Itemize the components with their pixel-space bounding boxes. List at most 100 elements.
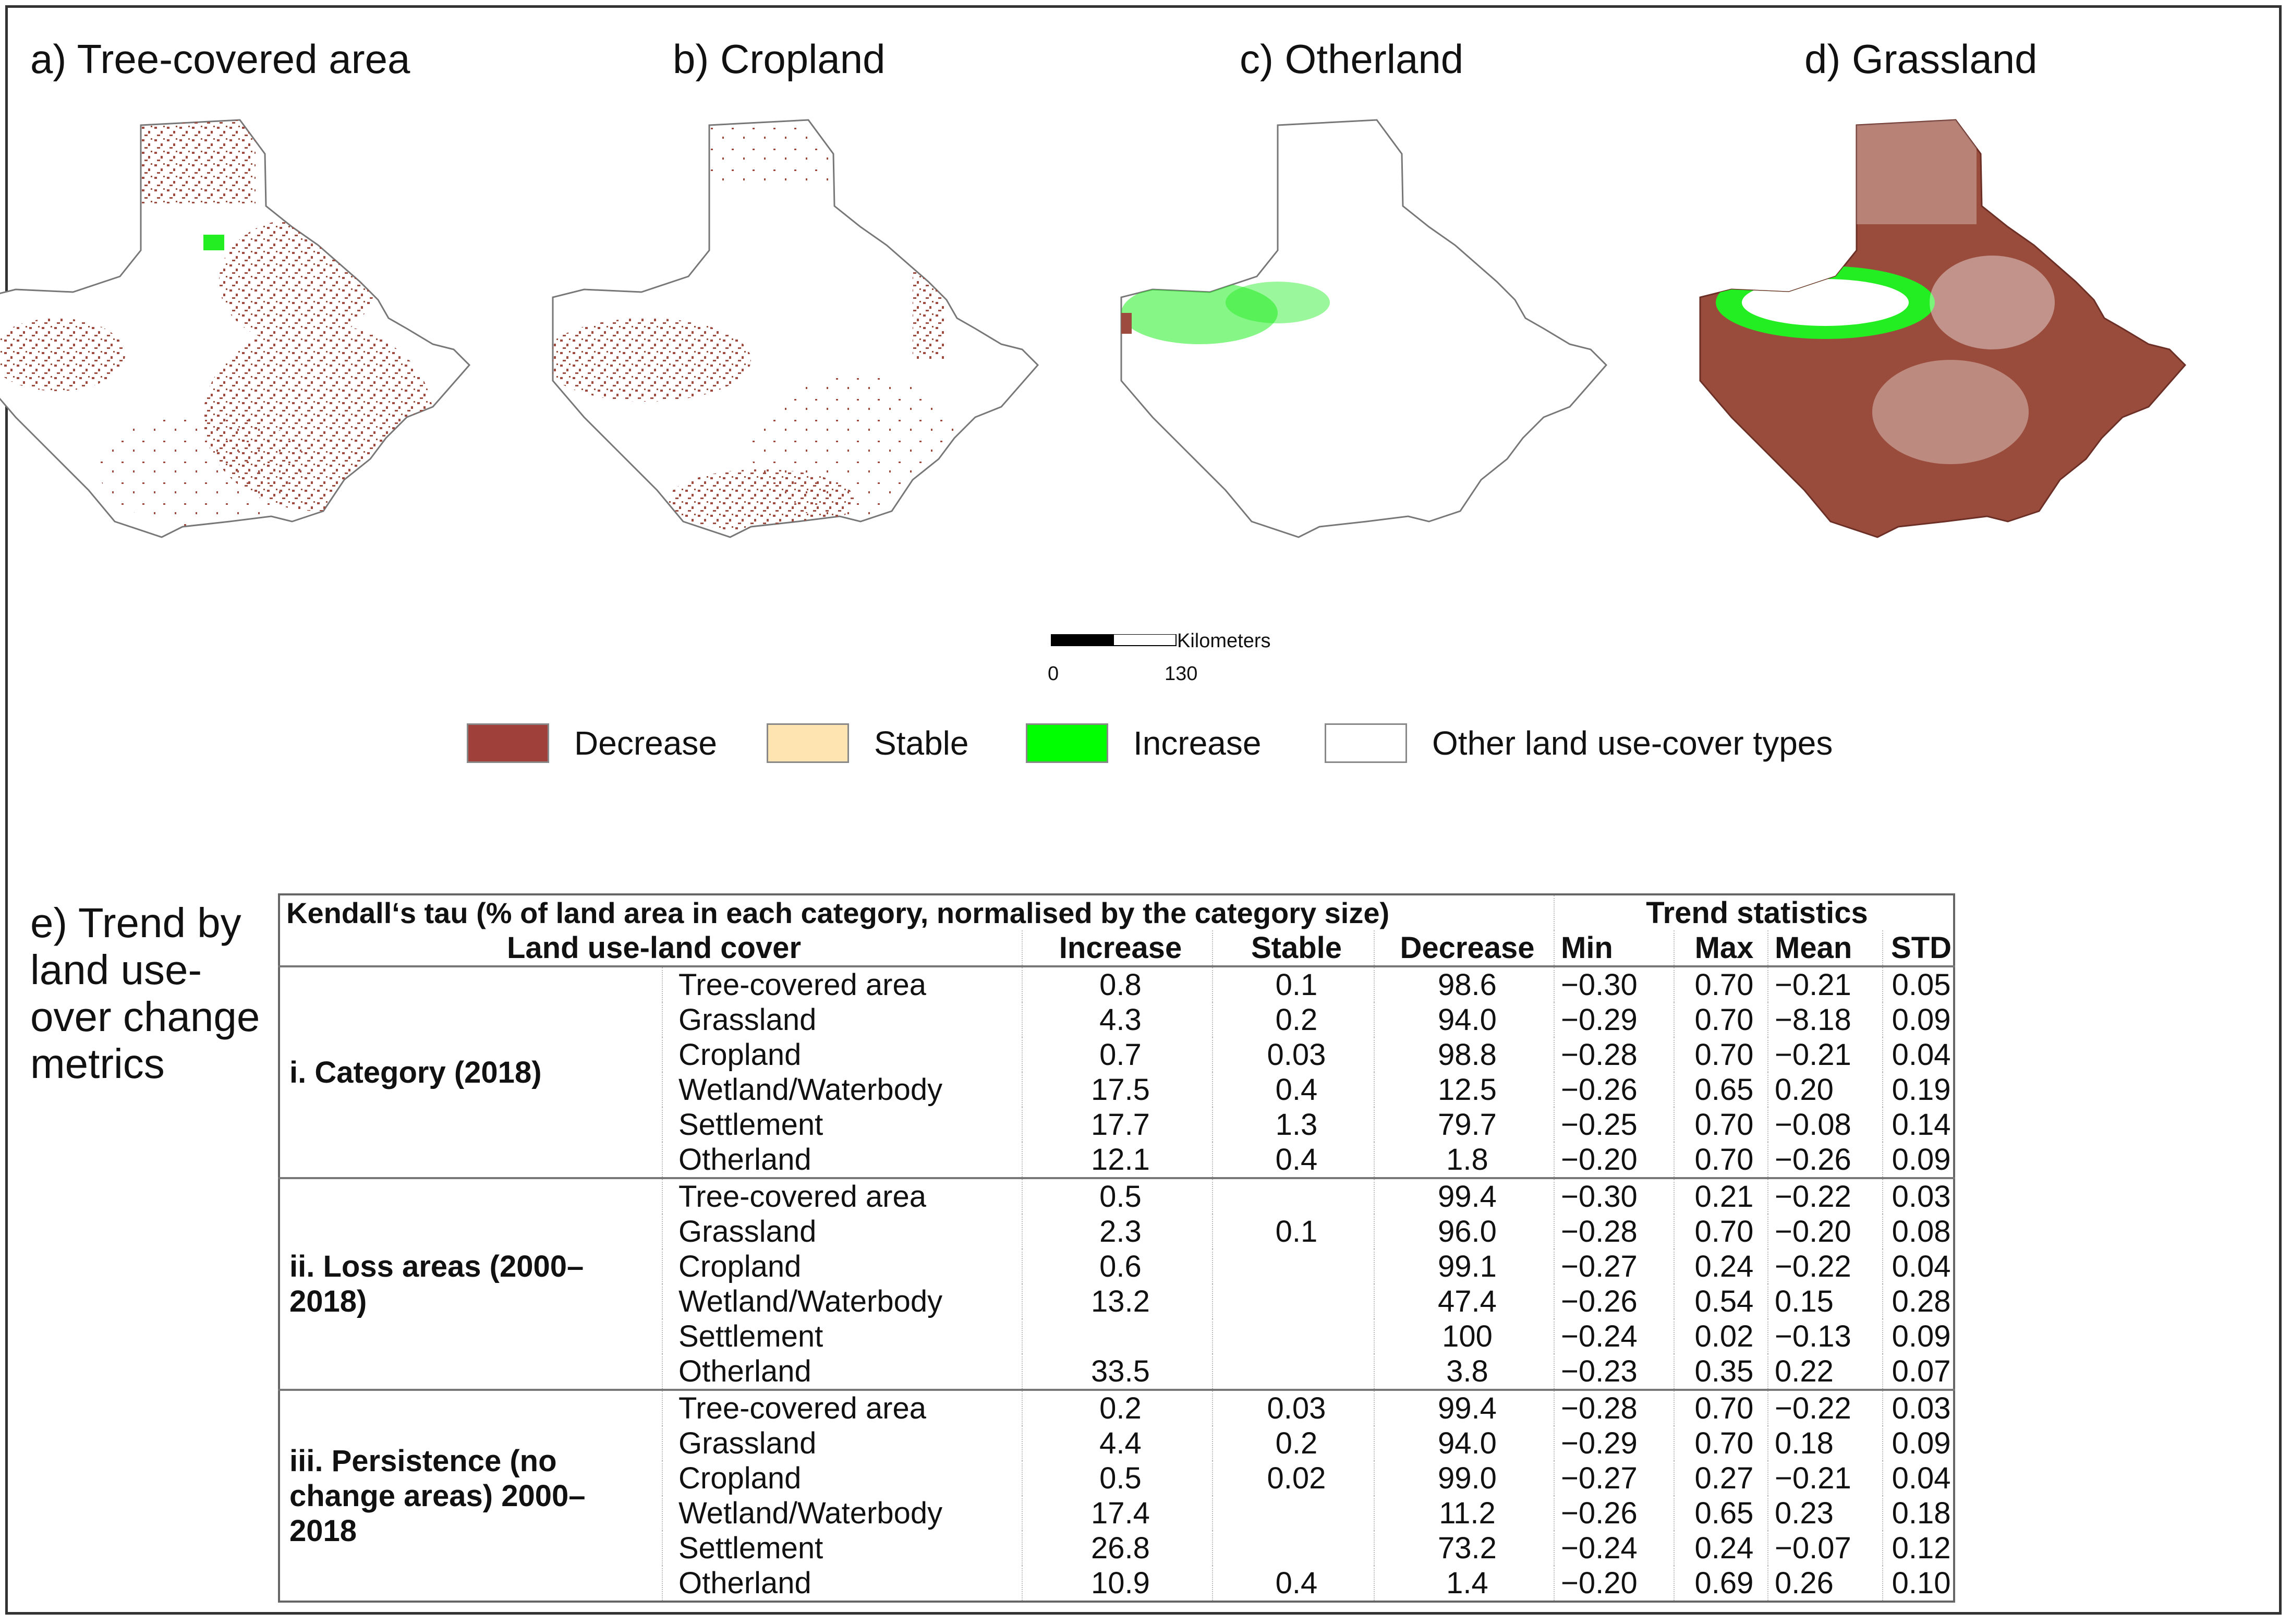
table-row: Wetland/Waterbody 17.5 0.4 12.5 −0.26 0.65 0.2… [279,1072,1955,1107]
table-row: Settlement 100 −0.24 0.02 −0.13 0.09 [279,1319,1955,1354]
table-cell: −0.25 [1554,1107,1675,1142]
table-row: Grassland 4.3 0.2 94.0 −0.29 0.70 −8.18 0.09 [279,1002,1955,1037]
row-label: Cropland [662,1037,1023,1072]
table-cell: 0.21 [1674,1177,1768,1214]
table-cell: 0.18 [1768,1426,1883,1461]
table-cell: 26.8 [1022,1531,1213,1566]
legend-label-other: Other land use-cover types [1432,724,1833,762]
table-cell [1213,1249,1375,1284]
table-cell: 0.4 [1213,1566,1375,1602]
row-label: Otherland [662,1566,1023,1602]
table-cell: −8.18 [1768,1002,1883,1037]
scale-unit: Kilometers [1177,630,1271,652]
table-cell: 0.15 [1768,1284,1883,1319]
maps-svg [0,119,2186,538]
table-cell [1022,1319,1213,1354]
table-cell: 0.4 [1213,1142,1375,1178]
col-decrease: Decrease [1374,930,1555,967]
table-row: Wetland/Waterbody 13.2 47.4 −0.26 0.54 0.15 0.… [279,1284,1955,1319]
table-cell: 0.10 [1883,1566,1955,1602]
table-cell: 99.4 [1374,1389,1555,1426]
table-cell: 0.18 [1883,1496,1955,1531]
table-cell: 0.19 [1883,1072,1955,1107]
table-cell: −0.24 [1554,1531,1675,1566]
table-cell: −0.20 [1768,1214,1883,1249]
table-cell: 11.2 [1374,1496,1555,1531]
table-cell [1213,1319,1375,1354]
table-cell: 0.2 [1213,1002,1375,1037]
table-cell: −0.28 [1554,1389,1675,1426]
table-cell: 1.8 [1374,1142,1555,1178]
table-row: Otherland 33.5 3.8 −0.23 0.35 0.22 0.07 [279,1354,1955,1390]
table-cell: −0.21 [1768,1037,1883,1072]
table-cell: 94.0 [1374,1002,1555,1037]
table-cell: 0.14 [1883,1107,1955,1142]
table-row: Otherland 12.1 0.4 1.8 −0.20 0.70 −0.26 0.09 [279,1142,1955,1178]
table-cell: 98.6 [1374,966,1555,1002]
table-cell: −0.13 [1768,1319,1883,1354]
map-cropland [552,119,1039,538]
table-cell: 12.1 [1022,1142,1213,1178]
panel-d-title: d) Grassland [1804,36,2038,82]
table-cell: −0.21 [1768,1461,1883,1496]
row-label: Tree-covered area [662,1177,1023,1214]
row-label: Grassland [662,1426,1023,1461]
table-cell: −0.21 [1768,966,1883,1002]
table-row: Grassland 4.4 0.2 94.0 −0.29 0.70 0.18 0.09 [279,1426,1955,1461]
legend-label-decrease: Decrease [574,724,717,762]
table-row: Otherland 10.9 0.4 1.4 −0.20 0.69 0.26 0.10 [279,1566,1955,1602]
table-cell: −0.07 [1768,1531,1883,1566]
table-cell: 0.22 [1768,1354,1883,1390]
table-cell: −0.20 [1554,1142,1675,1178]
table-cell: 0.5 [1022,1177,1213,1214]
table-cell: −0.22 [1768,1249,1883,1284]
table-cell: 0.5 [1022,1461,1213,1496]
table-cell: 3.8 [1374,1354,1555,1390]
table-cell: 0.35 [1674,1354,1768,1390]
row-label: Wetland/Waterbody [662,1496,1023,1531]
table-cell: 79.7 [1374,1107,1555,1142]
table-cell: 0.03 [1883,1177,1955,1214]
table-cell: 0.65 [1674,1072,1768,1107]
table-cell: 0.09 [1883,1002,1955,1037]
legend-swatch-other [1325,723,1407,763]
table-cell: 0.6 [1022,1249,1213,1284]
panel-b-title: b) Cropland [673,36,886,82]
row-label: Settlement [662,1319,1023,1354]
table-cell: −0.20 [1554,1566,1675,1602]
table-cell: 0.23 [1768,1496,1883,1531]
table-cell: 0.70 [1674,1214,1768,1249]
table-row: ii. Loss areas (2000–2018) Tree-covered a… [279,1177,1955,1390]
legend-stable: Stable [767,722,968,764]
table-cell: 0.12 [1883,1531,1955,1566]
table-cell: 4.4 [1022,1426,1213,1461]
table-cell: −0.29 [1554,1002,1675,1037]
row-label: Wetland/Waterbody [662,1072,1023,1107]
table-cell: 10.9 [1022,1566,1213,1602]
legend-other: Other land use-cover types [1325,722,1833,764]
table-cell: −0.28 [1554,1037,1675,1072]
table-cell: 0.69 [1674,1566,1768,1602]
row-label: Grassland [662,1002,1023,1037]
col-min: Min [1554,930,1675,967]
panel-e-title: e) Trend by land use-over change metrics [30,900,260,1087]
table-cell: −0.22 [1768,1389,1883,1426]
table-cell: 1.3 [1213,1107,1375,1142]
col-mean: Mean [1768,930,1883,967]
table-cell: 0.70 [1674,1107,1768,1142]
table-cell: 0.02 [1674,1319,1768,1354]
table-cell: 0.09 [1883,1426,1955,1461]
table-cell: 0.04 [1883,1249,1955,1284]
map-otherland [1120,119,1607,538]
header-trend: Trend statistics [1554,894,1955,930]
table-cell: −0.30 [1554,966,1675,1002]
table-cell [1213,1496,1375,1531]
table-cell: 0.24 [1674,1531,1768,1566]
table-row: Settlement 26.8 73.2 −0.24 0.24 −0.07 0.12 [279,1531,1955,1566]
table-row: Wetland/Waterbody 17.4 11.2 −0.26 0.65 0.23 0.… [279,1496,1955,1531]
row-label: Otherland [662,1354,1023,1390]
trend-table: Kendall‘s tau (% of land area in each ca… [278,893,1956,1603]
row-label: Settlement [662,1107,1023,1142]
scale-min: 0 [1048,663,1059,685]
table-cell: 0.70 [1674,1002,1768,1037]
